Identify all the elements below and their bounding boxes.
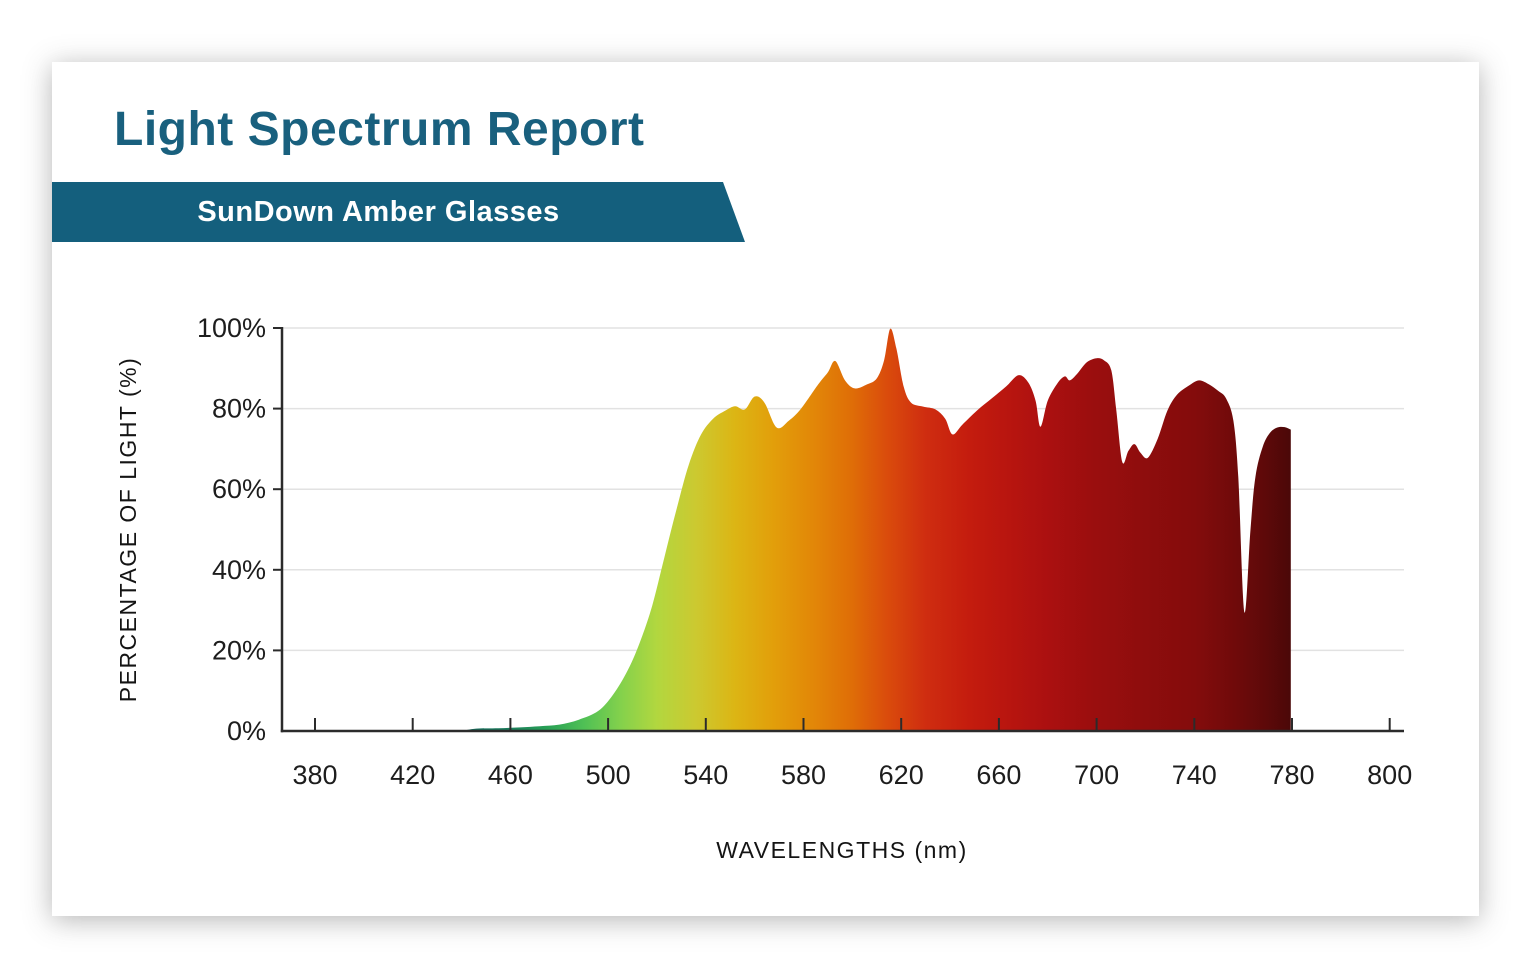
y-tick-label: 20% <box>212 635 266 665</box>
x-tick-label: 380 <box>292 760 337 790</box>
x-tick-label: 500 <box>586 760 631 790</box>
y-axis-title: PERCENTAGE OF LIGHT (%) <box>115 357 141 702</box>
x-tick-label: 800 <box>1367 760 1412 790</box>
x-tick-label: 620 <box>879 760 924 790</box>
y-tick-label: 40% <box>212 555 266 585</box>
x-tick-label: 580 <box>781 760 826 790</box>
x-tick-label: 540 <box>683 760 728 790</box>
y-tick-label: 60% <box>212 474 266 504</box>
spectrum-area-chart: 380 420 460 500 540 580 620 660 700 740 780 800 0% 20… <box>115 313 1412 863</box>
spectrum-area-series <box>461 328 1291 731</box>
x-tick-label: 700 <box>1074 760 1119 790</box>
y-tick-label: 80% <box>212 394 266 424</box>
x-tick-label: 780 <box>1269 760 1314 790</box>
subtitle-banner: SunDown Amber Glasses <box>52 182 745 242</box>
x-tick-label: 660 <box>976 760 1021 790</box>
report-card: Light Spectrum Report SunDown Amber Glas… <box>52 62 1479 916</box>
x-tick-label: 460 <box>488 760 533 790</box>
x-axis-title: WAVELENGTHS (nm) <box>716 837 967 863</box>
y-tick-label: 100% <box>197 313 266 343</box>
subtitle-text: SunDown Amber Glasses <box>197 195 560 228</box>
y-tick-label: 0% <box>227 716 266 746</box>
report-title: Light Spectrum Report <box>114 103 645 156</box>
x-tick-label: 420 <box>390 760 435 790</box>
x-tick-label: 740 <box>1172 760 1217 790</box>
